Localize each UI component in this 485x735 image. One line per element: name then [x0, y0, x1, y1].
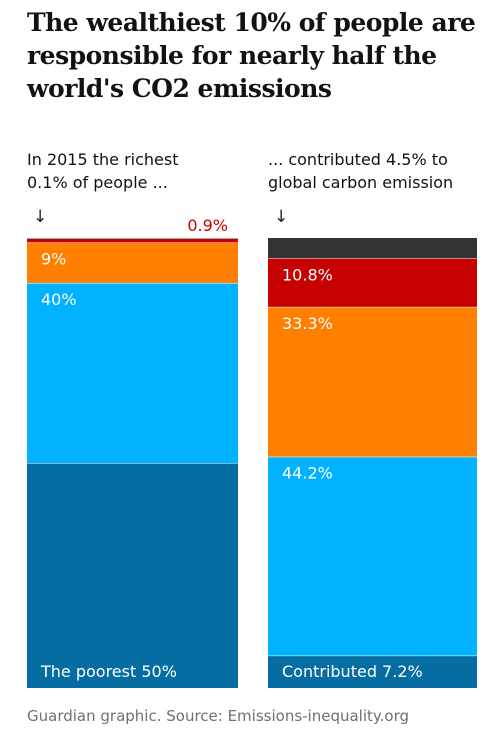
segment-label-0-2: 9% [41, 250, 66, 269]
bar-segment-0-1 [27, 283, 238, 463]
bar-segment-1-1 [268, 456, 477, 656]
bar-segment-0-3 [27, 238, 238, 243]
right-note-line-1: ... contributed 4.5% to [268, 150, 448, 169]
bar-segment-1-3 [268, 258, 477, 307]
chart-title: The wealthiest 10% of people are respons… [27, 8, 476, 103]
bar-segment-1-0 [268, 655, 477, 688]
left-note: In 2015 the richest 0.1% of people ... [27, 148, 179, 194]
segment-label-0-3: 0.9% [187, 216, 228, 235]
bar-segment-0-2 [27, 242, 238, 283]
source-footer: Guardian graphic. Source: Emissions-ineq… [27, 707, 409, 725]
bar-segment-1-2 [268, 306, 477, 457]
segment-label-1-0: Contributed 7.2% [282, 662, 423, 681]
left-note-line-2: 0.1% of people ... [27, 173, 168, 192]
bar-segment-0-0 [27, 463, 238, 688]
right-note: ... contributed 4.5% to global carbon em… [268, 148, 453, 194]
segment-label-0-0: The poorest 50% [40, 662, 177, 681]
segment-label-1-2: 33.3% [282, 314, 333, 333]
down-arrow-icon: ↓ [33, 207, 48, 227]
segment-label-1-3: 10.8% [282, 265, 333, 284]
left-note-line-1: In 2015 the richest [27, 150, 179, 169]
bar-segment-1-4 [268, 238, 477, 259]
right-note-line-2: global carbon emission [268, 173, 454, 192]
down-arrow-icon: ↓ [274, 207, 289, 227]
segment-label-1-1: 44.2% [282, 464, 333, 483]
segment-label-0-1: 40% [41, 290, 77, 309]
